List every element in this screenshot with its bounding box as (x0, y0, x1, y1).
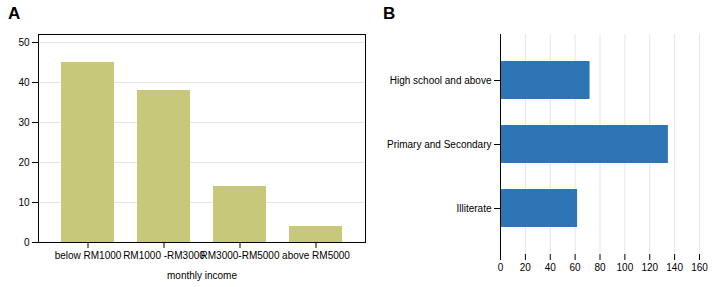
svg-text:30: 30 (18, 117, 30, 128)
svg-text:Illiterate: Illiterate (456, 203, 491, 214)
svg-text:RM1000 -RM3000: RM1000 -RM3000 (123, 250, 205, 261)
html-text:A: A (8, 4, 21, 23)
svg-text:monthly income: monthly income (167, 270, 237, 281)
svg-text:High school and above: High school and above (390, 75, 492, 86)
svg-text:40: 40 (18, 77, 30, 88)
svg-text:50: 50 (18, 37, 30, 48)
svg-text:20: 20 (18, 157, 30, 168)
svg-text:160: 160 (691, 262, 708, 273)
svg-text:above RM5000: above RM5000 (282, 250, 350, 261)
svg-text:Primary and Secondary: Primary and Secondary (387, 139, 492, 150)
html-text:B: B (383, 4, 396, 23)
svg-text:below RM1000: below RM1000 (55, 250, 122, 261)
svg-text:120: 120 (641, 262, 658, 273)
svg-text:20: 20 (520, 262, 532, 273)
svg-text:10: 10 (18, 197, 30, 208)
svg-text:0: 0 (498, 262, 504, 273)
svg-text:40: 40 (545, 262, 557, 273)
svg-text:60: 60 (570, 262, 582, 273)
svg-text:80: 80 (594, 262, 606, 273)
svg-text:0: 0 (24, 237, 30, 248)
svg-text:RM3000-RM5000: RM3000-RM5000 (201, 250, 280, 261)
svg-text:100: 100 (617, 262, 634, 273)
svg-text:140: 140 (666, 262, 683, 273)
